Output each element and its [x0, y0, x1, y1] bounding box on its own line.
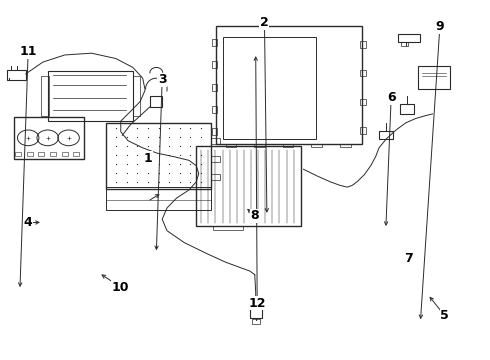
Bar	[212, 106, 217, 113]
Bar	[212, 61, 217, 68]
Text: 1: 1	[143, 152, 152, 165]
Bar	[400, 104, 414, 114]
Bar	[74, 153, 79, 156]
Bar	[361, 70, 367, 76]
Text: 3: 3	[158, 73, 167, 86]
Bar	[252, 319, 260, 324]
Bar	[211, 138, 220, 144]
Bar	[7, 70, 26, 80]
Bar	[254, 144, 265, 147]
Bar	[48, 71, 133, 121]
Bar	[398, 33, 420, 42]
Bar	[250, 307, 262, 318]
Bar	[216, 26, 362, 144]
Bar	[223, 37, 316, 139]
Bar	[213, 226, 243, 230]
Bar	[340, 144, 351, 147]
Bar	[196, 146, 301, 226]
Bar	[212, 128, 217, 135]
Bar	[41, 76, 49, 116]
Text: 5: 5	[441, 309, 449, 322]
Text: 9: 9	[436, 20, 444, 33]
Bar	[15, 153, 21, 156]
Bar	[283, 144, 294, 147]
Text: 11: 11	[20, 45, 37, 58]
Bar	[27, 153, 32, 156]
Bar	[225, 144, 236, 147]
Text: 7: 7	[404, 252, 413, 265]
Bar	[211, 174, 220, 180]
Text: 2: 2	[260, 16, 269, 29]
Bar	[38, 153, 44, 156]
Text: 12: 12	[248, 297, 266, 310]
Bar	[211, 156, 220, 162]
Text: 6: 6	[387, 91, 395, 104]
Text: 8: 8	[250, 209, 259, 222]
Bar	[212, 39, 217, 46]
Text: 10: 10	[112, 281, 129, 294]
Bar	[133, 76, 140, 116]
Bar	[106, 123, 211, 189]
Text: 4: 4	[24, 216, 32, 229]
Bar	[361, 127, 367, 134]
Bar	[14, 117, 84, 158]
Bar	[418, 66, 450, 89]
Bar	[62, 153, 68, 156]
Bar	[361, 41, 367, 48]
Bar	[106, 187, 211, 210]
Bar	[50, 153, 56, 156]
Bar	[311, 144, 322, 147]
Bar	[361, 99, 367, 105]
Bar	[401, 42, 408, 46]
Bar	[379, 131, 392, 139]
Bar	[212, 84, 217, 91]
Bar	[150, 96, 162, 107]
